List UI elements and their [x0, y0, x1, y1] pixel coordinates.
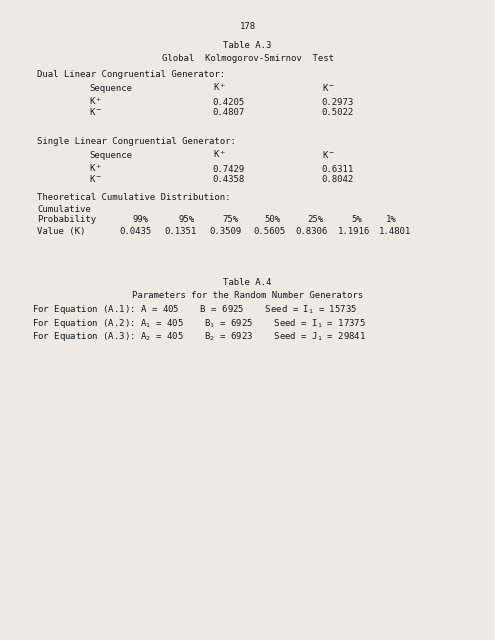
Text: Parameters for the Random Number Generators: Parameters for the Random Number Generat…	[132, 291, 363, 300]
Text: 5%: 5%	[351, 215, 362, 224]
Text: For Equation (A.1): A = 405    B = 6925    Seed = I$_1$ = 15735: For Equation (A.1): A = 405 B = 6925 See…	[32, 303, 357, 316]
Text: 0.5605: 0.5605	[253, 227, 286, 236]
Text: 0.4205: 0.4205	[213, 98, 245, 107]
Text: 0.3509: 0.3509	[209, 227, 241, 236]
Text: Probability: Probability	[37, 215, 96, 224]
Text: 99%: 99%	[132, 215, 148, 224]
Text: 0.0435: 0.0435	[120, 227, 152, 236]
Text: 1.1916: 1.1916	[338, 227, 370, 236]
Text: Single Linear Congruential Generator:: Single Linear Congruential Generator:	[37, 137, 236, 146]
Text: Dual Linear Congruential Generator:: Dual Linear Congruential Generator:	[37, 70, 225, 79]
Text: K$^+$: K$^+$	[213, 81, 226, 93]
Text: 95%: 95%	[178, 215, 195, 224]
Text: 0.4807: 0.4807	[213, 108, 245, 117]
Text: K$^+$: K$^+$	[89, 163, 102, 174]
Text: K$^+$: K$^+$	[89, 95, 102, 107]
Text: 0.8042: 0.8042	[322, 175, 354, 184]
Text: Theoretical Cumulative Distribution:: Theoretical Cumulative Distribution:	[37, 193, 231, 202]
Text: Table A.4: Table A.4	[223, 278, 272, 287]
Text: 0.6311: 0.6311	[322, 165, 354, 174]
Text: 0.8306: 0.8306	[296, 227, 328, 236]
Text: 0.2973: 0.2973	[322, 98, 354, 107]
Text: Global  Kolmogorov-Smirnov  Test: Global Kolmogorov-Smirnov Test	[161, 54, 334, 63]
Text: K$^-$: K$^-$	[89, 173, 102, 184]
Text: For Equation (A.2): A$_1$ = 405    B$_1$ = 6925    Seed = I$_1$ = 17375: For Equation (A.2): A$_1$ = 405 B$_1$ = …	[32, 317, 366, 330]
Text: 0.7429: 0.7429	[213, 165, 245, 174]
Text: 0.4358: 0.4358	[213, 175, 245, 184]
Text: K$^-$: K$^-$	[322, 149, 335, 160]
Text: 25%: 25%	[307, 215, 323, 224]
Text: For Equation (A.3): A$_2$ = 405    B$_2$ = 6923    Seed = J$_1$ = 29841: For Equation (A.3): A$_2$ = 405 B$_2$ = …	[32, 330, 366, 343]
Text: Value (K): Value (K)	[37, 227, 86, 236]
Text: 0.1351: 0.1351	[164, 227, 197, 236]
Text: 50%: 50%	[265, 215, 281, 224]
Text: Table A.3: Table A.3	[223, 41, 272, 50]
Text: K$^-$: K$^-$	[89, 106, 102, 117]
Text: 178: 178	[240, 22, 255, 31]
Text: K$^-$: K$^-$	[322, 82, 335, 93]
Text: 0.5022: 0.5022	[322, 108, 354, 117]
Text: Sequence: Sequence	[89, 151, 132, 160]
Text: Sequence: Sequence	[89, 84, 132, 93]
Text: 1%: 1%	[386, 215, 397, 224]
Text: 75%: 75%	[223, 215, 239, 224]
Text: 1.4801: 1.4801	[379, 227, 411, 236]
Text: Cumulative: Cumulative	[37, 205, 91, 214]
Text: K$^+$: K$^+$	[213, 148, 226, 160]
